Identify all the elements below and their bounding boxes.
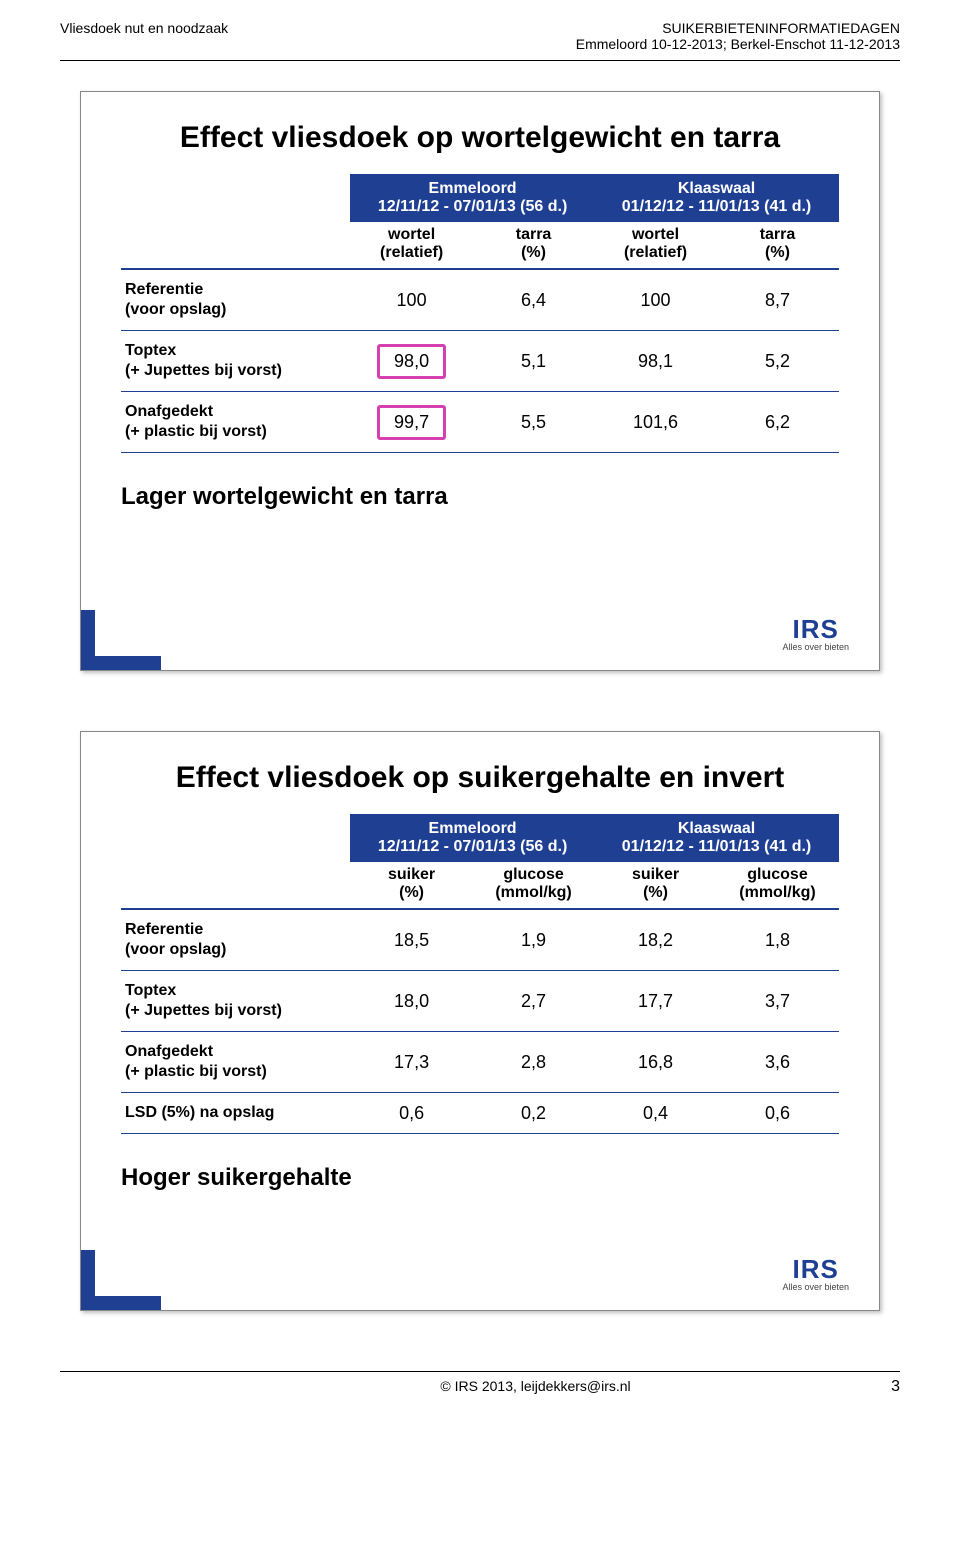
header-left: Vliesdoek nut en noodzaak	[60, 20, 228, 52]
cell-value: 6,4	[473, 269, 595, 331]
cell-value: 0,4	[595, 1093, 717, 1134]
table-row: Referentie(voor opslag)1006,41008,7	[121, 269, 839, 331]
cell-value: 17,3	[351, 1032, 473, 1093]
row-label: Referentie(voor opslag)	[121, 269, 351, 331]
table-row: Toptex(+ Jupettes bij vorst)18,02,717,73…	[121, 971, 839, 1032]
slide1-group1: Emmeloord12/11/12 - 07/01/13 (56 d.)	[351, 174, 595, 222]
footer-center: © IRS 2013, leijdekkers@irs.nl	[440, 1378, 630, 1396]
cell-value: 8,7	[717, 269, 839, 331]
header-right-line1: SUIKERBIETENINFORMATIEDAGEN	[662, 20, 900, 36]
cell-value: 6,2	[717, 392, 839, 453]
cell-value: 3,6	[717, 1032, 839, 1093]
irs-logo: IRS Alles over bieten	[782, 616, 849, 652]
table-row: Referentie(voor opslag)18,51,918,21,8	[121, 909, 839, 971]
row-label: Toptex(+ Jupettes bij vorst)	[121, 971, 351, 1032]
header-rule	[60, 60, 900, 61]
slide-2: Effect vliesdoek op suikergehalte en inv…	[80, 731, 880, 1311]
slide1-table: Emmeloord12/11/12 - 07/01/13 (56 d.) Kla…	[121, 174, 839, 453]
cell-value: 100	[595, 269, 717, 331]
row-label: Referentie(voor opslag)	[121, 909, 351, 971]
logo-text: IRS	[782, 1256, 849, 1282]
cell-value: 1,8	[717, 909, 839, 971]
slide2-group1: Emmeloord12/11/12 - 07/01/13 (56 d.)	[351, 814, 595, 862]
slide2-sub4: glucose(mmol/kg)	[717, 862, 839, 909]
slide2-sub3: suiker(%)	[595, 862, 717, 909]
cell-value: 5,5	[473, 392, 595, 453]
table-blank	[121, 814, 351, 862]
row-label: Toptex(+ Jupettes bij vorst)	[121, 331, 351, 392]
cell-value: 99,7	[351, 392, 473, 453]
slide2-sub1: suiker(%)	[351, 862, 473, 909]
slide1-sub2: tarra(%)	[473, 222, 595, 269]
cell-value: 2,7	[473, 971, 595, 1032]
slide1-sub3: wortel(relatief)	[595, 222, 717, 269]
cell-value: 1,9	[473, 909, 595, 971]
cell-value: 0,2	[473, 1093, 595, 1134]
logo-subtext: Alles over bieten	[782, 642, 849, 652]
table-row: LSD (5%) na opslag0,60,20,40,6	[121, 1093, 839, 1134]
table-row: Onafgedekt(+ plastic bij vorst)99,75,510…	[121, 392, 839, 453]
table-row: Onafgedekt(+ plastic bij vorst)17,32,816…	[121, 1032, 839, 1093]
cell-value: 2,8	[473, 1032, 595, 1093]
cell-value: 98,0	[351, 331, 473, 392]
irs-logo: IRS Alles over bieten	[782, 1256, 849, 1292]
header-right: SUIKERBIETENINFORMATIEDAGEN Emmeloord 10…	[576, 20, 900, 52]
table-blank	[121, 174, 351, 222]
slide1-group2: Klaaswaal01/12/12 - 11/01/13 (41 d.)	[595, 174, 839, 222]
cell-value: 5,1	[473, 331, 595, 392]
page-number: 3	[891, 1378, 900, 1396]
row-label: Onafgedekt(+ plastic bij vorst)	[121, 392, 351, 453]
slide1-sub4: tarra(%)	[717, 222, 839, 269]
cell-value: 18,0	[351, 971, 473, 1032]
cell-value: 98,1	[595, 331, 717, 392]
cell-value: 18,5	[351, 909, 473, 971]
slide1-sub1: wortel(relatief)	[351, 222, 473, 269]
row-label: Onafgedekt(+ plastic bij vorst)	[121, 1032, 351, 1093]
slide2-title: Effect vliesdoek op suikergehalte en inv…	[121, 760, 839, 796]
logo-text: IRS	[782, 616, 849, 642]
cell-value: 100	[351, 269, 473, 331]
cell-value: 0,6	[717, 1093, 839, 1134]
slide1-body: Referentie(voor opslag)1006,41008,7Topte…	[121, 269, 839, 453]
cell-value: 3,7	[717, 971, 839, 1032]
slide1-caption: Lager wortelgewicht en tarra	[121, 483, 839, 511]
header-right-line2: Emmeloord 10-12-2013; Berkel-Enschot 11-…	[576, 36, 900, 52]
cell-value: 18,2	[595, 909, 717, 971]
slide2-table: Emmeloord12/11/12 - 07/01/13 (56 d.) Kla…	[121, 814, 839, 1134]
page-footer: © IRS 2013, leijdekkers@irs.nl 3	[60, 1372, 900, 1396]
table-row: Toptex(+ Jupettes bij vorst)98,05,198,15…	[121, 331, 839, 392]
cell-value: 0,6	[351, 1093, 473, 1134]
slide-1: Effect vliesdoek op wortelgewicht en tar…	[80, 91, 880, 671]
cell-value: 5,2	[717, 331, 839, 392]
cell-value: 101,6	[595, 392, 717, 453]
slide1-title: Effect vliesdoek op wortelgewicht en tar…	[121, 120, 839, 156]
page-header: Vliesdoek nut en noodzaak SUIKERBIETENIN…	[60, 20, 900, 52]
cell-value: 16,8	[595, 1032, 717, 1093]
slide2-group2: Klaaswaal01/12/12 - 11/01/13 (41 d.)	[595, 814, 839, 862]
slide-corner-decoration	[81, 1240, 181, 1310]
footer-spacer	[60, 1378, 180, 1396]
cell-value: 17,7	[595, 971, 717, 1032]
slide-corner-decoration	[81, 600, 181, 670]
table-blank	[121, 222, 351, 269]
row-label: LSD (5%) na opslag	[121, 1093, 351, 1134]
slide2-sub2: glucose(mmol/kg)	[473, 862, 595, 909]
slide2-body: Referentie(voor opslag)18,51,918,21,8Top…	[121, 909, 839, 1134]
slide2-caption: Hoger suikergehalte	[121, 1164, 839, 1192]
logo-subtext: Alles over bieten	[782, 1282, 849, 1292]
table-blank	[121, 862, 351, 909]
page: Vliesdoek nut en noodzaak SUIKERBIETENIN…	[0, 0, 960, 1426]
